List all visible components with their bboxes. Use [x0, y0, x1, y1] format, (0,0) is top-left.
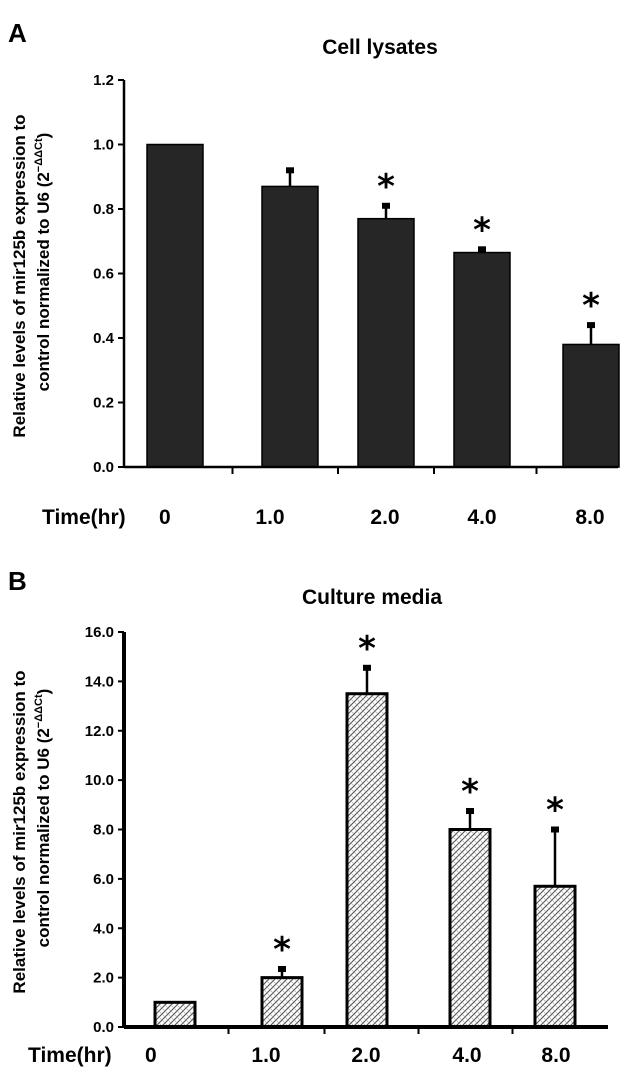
- panel-a-significance-star: *: [377, 167, 395, 207]
- panel-a-bar: [562, 343, 620, 468]
- panel-a-significance-star: *: [473, 210, 491, 250]
- panel-b-y-tick-label: 8.0: [93, 822, 114, 839]
- panel-a-x-tick-label: 4.0: [467, 506, 496, 529]
- panel-a-x-tick-label: 2.0: [370, 506, 399, 529]
- panel-b-bar: [533, 884, 577, 1029]
- panel-a-y-tick-label: 1.2: [93, 72, 114, 89]
- panel-b-significance-star: *: [461, 772, 479, 812]
- panel-b-bar: [153, 1000, 197, 1029]
- panel-a-error-cap: [286, 167, 294, 174]
- panel-a-x-tick-label: 0: [159, 506, 171, 529]
- panel-b-x-tick-label: 4.0: [452, 1044, 481, 1067]
- panel-a-error-cap: [478, 246, 486, 253]
- panel-a-bar: [261, 185, 319, 468]
- panel-b-title: Culture media: [302, 586, 442, 609]
- panel-b-x-tick-label: 2.0: [351, 1044, 380, 1067]
- panel-b-y-tick-label: 6.0: [93, 871, 114, 888]
- panel-b-x-tick-label: 0: [145, 1044, 157, 1067]
- panel-a-xlabel: Time(hr): [42, 506, 126, 529]
- panel-b-y-tick-label: 12.0: [85, 723, 114, 740]
- panel-b-significance-star: *: [273, 930, 291, 970]
- panel-b-y-tick-label: 2.0: [93, 970, 114, 987]
- panel-b-letter: B: [8, 566, 27, 596]
- panel-a-error-cap: [587, 322, 595, 329]
- panel-b-error-cap: [551, 826, 559, 833]
- panel-b-x-tick-label: 1.0: [251, 1044, 280, 1067]
- panel-a-y-tick-label: 0.8: [93, 201, 114, 218]
- panel-a-plot: * * * 0.0 0.2 0.4 0.6 0.8 1.0 1.2 0 1.0 2.0 4.0 8.0: [93, 72, 620, 529]
- panel-a-bar: [146, 143, 204, 468]
- panel-b-ylabel-line1: Relative levels of mir125b expression to: [10, 670, 29, 993]
- panel-a-bar: [357, 217, 415, 468]
- panel-b-bar: [260, 976, 304, 1029]
- panel-a-ylabel-line2: control normalized to U6 (2−ΔΔCt): [33, 133, 53, 392]
- panel-a-y-tick-label: 1.0: [93, 137, 114, 154]
- panel-b-y-tick-label: 4.0: [93, 920, 114, 937]
- panel-b-y-tick-label: 10.0: [85, 772, 114, 789]
- panel-a-error-cap: [382, 202, 390, 209]
- panel-b-y-tick-label: 14.0: [85, 673, 114, 690]
- panel-a-title: Cell lysates: [322, 36, 438, 59]
- panel-b-y-tick-label: 0.0: [93, 1019, 114, 1036]
- panel-b-plot: * * * * 0.0 2.0 4.0 6.0 8.0 10.0 12.0 14.0 16.0 0 1.0 2…: [85, 624, 608, 1067]
- panel-a-ylabel-line1: Relative levels of mir125b expression to: [10, 114, 29, 437]
- panel-b-y-tick-label: 16.0: [85, 624, 114, 641]
- panel-b-bar: [345, 692, 389, 1029]
- panel-b-ylabel-line2: control normalized to U6 (2−ΔΔCt): [33, 689, 53, 948]
- panel-a-significance-star: *: [582, 286, 600, 326]
- panel-b-error-cap: [363, 664, 371, 671]
- panel-b-significance-star: *: [358, 629, 376, 669]
- panel-a-y-tick-label: 0.2: [93, 395, 114, 412]
- panel-a-y-tick-label: 0.6: [93, 266, 114, 283]
- panel-b-x-tick-label: 8.0: [541, 1044, 570, 1067]
- panel-a-bar: [453, 251, 511, 468]
- panel-a-letter: A: [8, 18, 27, 48]
- panel-a-y-tick-label: 0.0: [93, 459, 114, 476]
- panel-a-y-tick-label: 0.4: [93, 330, 115, 347]
- panel-b-error-cap: [466, 807, 474, 814]
- panel-b-bar: [448, 828, 492, 1029]
- panel-b-error-cap: [278, 965, 286, 972]
- panel-a-x-tick-label: 1.0: [255, 506, 284, 529]
- panel-b-significance-star: *: [546, 791, 564, 831]
- panel-a-x-tick-label: 8.0: [575, 506, 604, 529]
- panel-b-xlabel: Time(hr): [28, 1044, 112, 1067]
